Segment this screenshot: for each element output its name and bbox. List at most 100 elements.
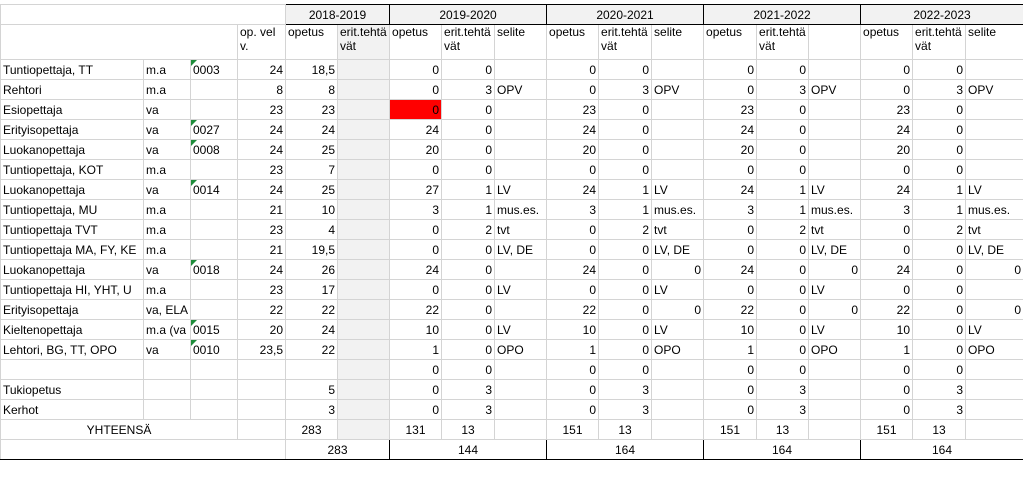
sheet-cell [494,359,548,380]
sheet-cell: 24 [703,179,758,200]
sheet-cell [808,159,862,180]
sheet-cell: 0 [912,119,967,140]
sheet-cell [808,139,862,160]
sheet-cell: 3 [441,399,496,420]
sheet-cell: 24 [285,319,338,340]
sheet-row: Erityisopettaja va 0027 24 24 24 0 24 0 24 0 24 0 [0,119,1023,140]
sheet-cell: 24 [237,139,286,160]
sheet-cell: 24 [389,259,443,280]
total-cell: 283 [285,419,338,440]
sheet-cell: tvt [808,219,862,240]
total-cell [336,419,391,440]
sheet-cell [336,139,391,160]
sheet-cell: 27 [389,179,443,200]
sheet-cell: 0 [389,79,443,100]
sheet-cell: 0 [912,139,967,160]
sheet-cell [336,199,391,220]
sheet-cell: 0 [860,359,914,380]
sheet-row: Luokanopettaja va 0008 24 25 20 0 20 0 20 0 20 0 [0,139,1023,160]
sheet-cell: 24 [389,119,443,140]
sheet-cell: 22 [285,339,338,360]
sheet-cell: 2 [598,219,653,240]
sheet-cell: 0 [860,399,914,420]
sheet-cell: LV [651,179,705,200]
sheet-cell: 3 [756,79,810,100]
sheet-cell [336,399,391,420]
sheet-cell: 0 [546,399,600,420]
sheet-cell [190,239,238,260]
sheet-cell [336,119,391,140]
sheet-cell: 0 [808,259,862,280]
sheet-cell [336,79,391,100]
sheet-cell: va [143,99,191,120]
sheet-cell [336,239,391,260]
sheet-cell [651,139,705,160]
sheet-cell: 3 [389,199,443,220]
sheet-cell: 0014 [190,179,238,200]
sheet-cell: m.a (va [143,319,191,340]
sheet-cell: 0 [546,279,600,300]
sheet-cell: LV [651,319,705,340]
sheet-cell: 3 [598,79,653,100]
column-header: selite [651,24,705,60]
sheet-cell: va [143,119,191,140]
sheet-cell: 24 [860,179,914,200]
sheet-cell: 0 [389,399,443,420]
empty-cell [0,4,286,25]
sheet-cell: 22 [860,299,914,320]
sheet-cell: 0 [651,259,705,280]
sheet-cell: 0027 [190,119,238,140]
sheet-cell: 3 [598,379,653,400]
sheet-cell [651,359,705,380]
sheet-cell: 0 [756,319,810,340]
sheet-row: Esiopettaja va 23 23 0 0 23 0 23 0 23 0 [0,99,1023,120]
sheet-cell: 21 [237,239,286,260]
sheet-cell: 0 [703,219,758,240]
sheet-cell: 0 [441,339,496,360]
sheet-cell [190,359,238,380]
sheet-cell: va [143,179,191,200]
sheet-cell: 23 [546,99,600,120]
sheet-cell: 22 [703,299,758,320]
sheet-cell: 24 [703,259,758,280]
sheet-cell: 0 [598,339,653,360]
sheet-cell: 0 [598,359,653,380]
sheet-cell: m.a [143,59,191,80]
sheet-cell: 0 [860,79,914,100]
empty-cell [0,24,238,60]
sheet-cell: 3 [598,399,653,420]
sheet-cell: 0 [912,99,967,120]
sheet-cell: tvt [494,219,548,240]
sheet-cell: 8 [285,79,338,100]
sheet-row: Luokanopettaja va 0014 24 25 27 1 LV 24 1 LV 24 1 LV 2… [0,179,1023,200]
sheet-cell: 0 [808,299,862,320]
sheet-cell: 1 [441,179,496,200]
sheet-cell [965,359,1023,380]
sheet-cell: 0 [441,259,496,280]
sheet-cell: 17 [285,279,338,300]
total-cell: 151 [546,419,600,440]
sheet-cell: 10 [860,319,914,340]
sheet-cell [285,359,338,380]
sheet-cell: 0 [598,239,653,260]
sheet-cell: 1 [756,199,810,220]
sheet-cell: 0 [756,99,810,120]
sheet-cell [336,319,391,340]
sheet-cell: 25 [285,139,338,160]
sheet-cell: Tukiopetus [0,379,144,400]
sheet-cell: 23 [703,99,758,120]
sheet-cell: 2 [912,219,967,240]
sheet-cell: 0 [598,279,653,300]
total-cell [494,419,548,440]
sheet-cell: 3 [912,399,967,420]
sheet-cell: mus.es. [651,199,705,220]
year-header: 2018-2019 [284,4,391,25]
sheet-cell: 0010 [190,339,238,360]
sheet-cell: m.a [143,159,191,180]
sheet-cell: Tuntiopettaja MA, FY, KE [0,239,144,260]
sheet-cell: Luokanopettaja [0,179,144,200]
column-header: opetus [285,24,338,60]
sheet-cell: LV, DE [494,239,548,260]
sheet-cell [190,219,238,240]
